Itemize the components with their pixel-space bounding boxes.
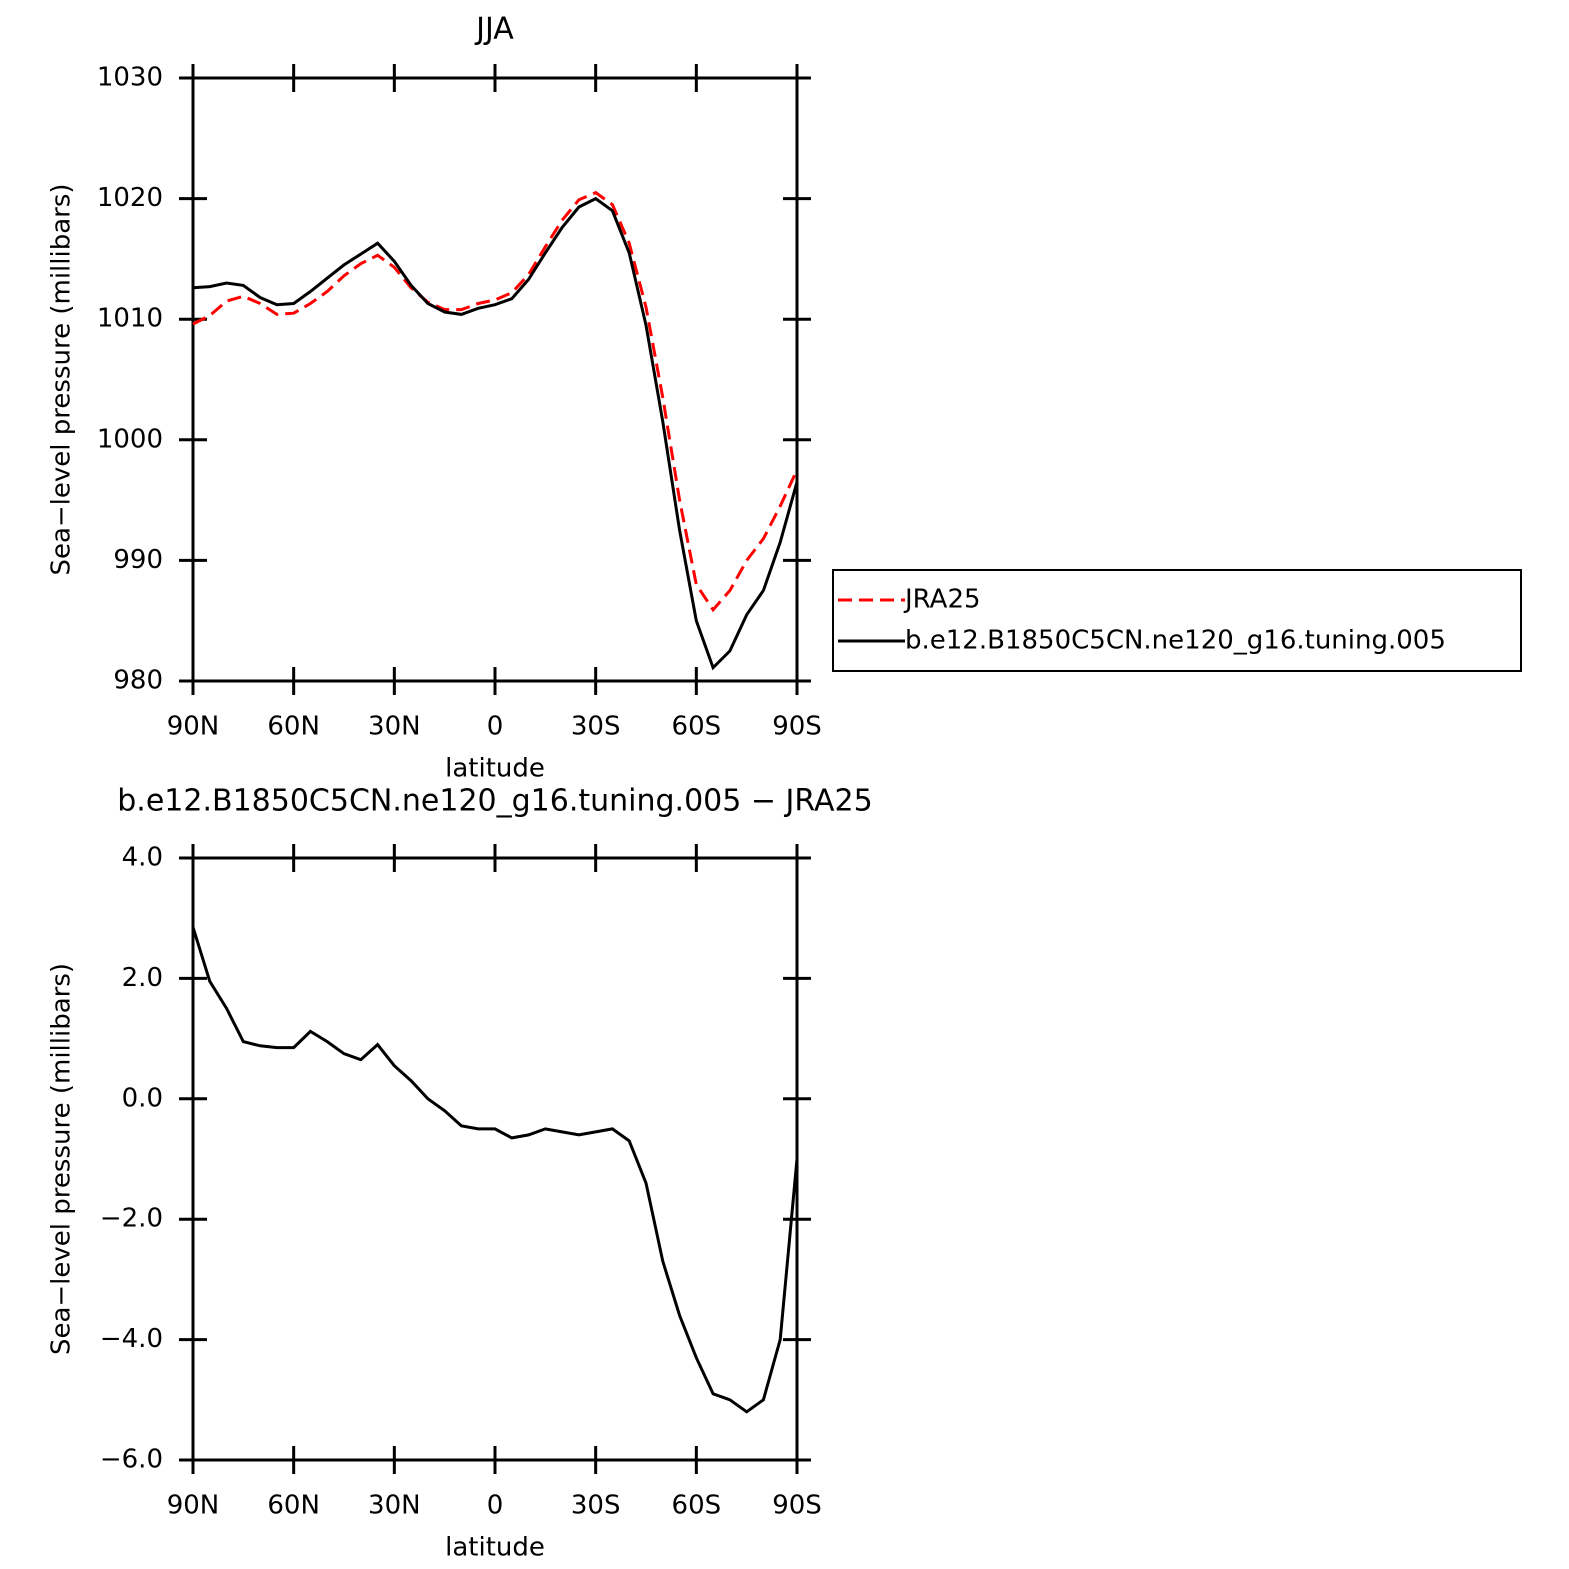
y-tick-label: −4.0 <box>100 1324 163 1354</box>
y-tick-label: −6.0 <box>100 1445 163 1475</box>
legend-label: b.e12.B1850C5CN.ne120_g16.tuning.005 <box>905 626 1446 656</box>
x-tick-label: 60N <box>267 1491 320 1521</box>
y-tick-label: 0.0 <box>122 1083 163 1113</box>
y-tick-label: −2.0 <box>100 1204 163 1234</box>
legend-label: JRA25 <box>903 585 981 615</box>
x-tick-label: 90S <box>772 712 822 742</box>
series-line <box>191 926 799 1414</box>
y-axis-label: Sea−level pressure (millibars) <box>47 963 77 1355</box>
x-tick-label: 60N <box>267 712 320 742</box>
y-tick-label: 990 <box>113 545 163 575</box>
x-tick-label: 30N <box>368 1491 421 1521</box>
y-tick-label: 1020 <box>97 183 163 213</box>
x-tick-label: 30S <box>571 712 621 742</box>
y-axis-label: Sea−level pressure (millibars) <box>47 183 77 575</box>
series-line <box>192 190 799 613</box>
chart-title: JJA <box>474 12 514 47</box>
x-axis-label: latitude <box>445 1533 545 1563</box>
x-tick-label: 0 <box>487 1491 504 1521</box>
y-tick-label: 1030 <box>97 63 163 93</box>
x-tick-label: 60S <box>672 712 722 742</box>
x-tick-label: 30N <box>368 712 421 742</box>
x-tick-label: 90N <box>167 1491 220 1521</box>
x-tick-label: 30S <box>571 1491 621 1521</box>
x-tick-label: 90N <box>167 712 220 742</box>
y-tick-label: 4.0 <box>122 843 163 873</box>
legend-box <box>832 569 1522 672</box>
plot-frame <box>191 76 799 683</box>
y-tick-label: 2.0 <box>122 963 163 993</box>
x-tick-label: 60S <box>672 1491 722 1521</box>
x-axis-label: latitude <box>445 754 545 784</box>
plot-frame <box>191 856 799 1462</box>
x-tick-label: 0 <box>487 712 504 742</box>
y-tick-label: 980 <box>113 666 163 696</box>
y-tick-label: 1000 <box>97 424 163 454</box>
y-tick-label: 1010 <box>97 304 163 334</box>
series-line <box>192 196 799 671</box>
chart-title: b.e12.B1850C5CN.ne120_g16.tuning.005 − J… <box>117 784 872 819</box>
x-tick-label: 90S <box>772 1491 822 1521</box>
